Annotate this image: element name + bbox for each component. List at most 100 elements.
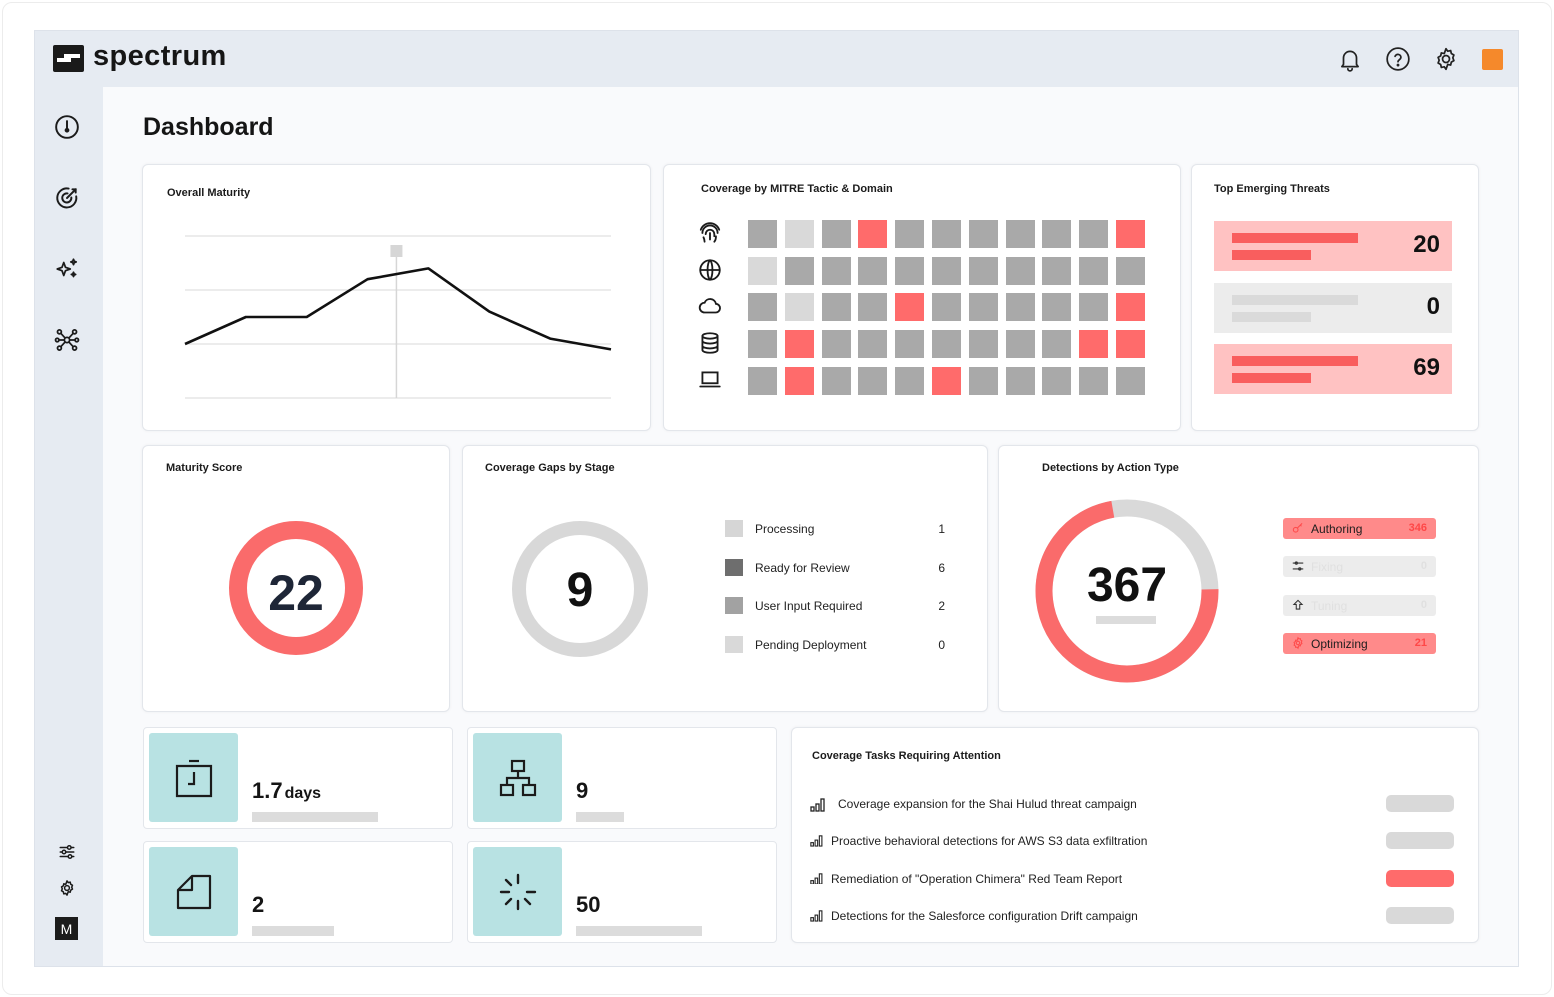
- heatmap-cell[interactable]: [784, 293, 814, 322]
- legend-swatch: [725, 558, 743, 576]
- settings-icon[interactable]: [1431, 44, 1461, 74]
- heatmap-cell[interactable]: [784, 366, 814, 395]
- legend-item[interactable]: Pending Deployment 0: [725, 635, 945, 655]
- heatmap-cell[interactable]: [1079, 293, 1109, 322]
- heatmap-cell[interactable]: [821, 293, 851, 322]
- gauge-icon[interactable]: [52, 112, 82, 142]
- heatmap-cell[interactable]: [858, 330, 888, 359]
- task-row[interactable]: Proactive behavioral detections for AWS …: [810, 831, 1454, 851]
- heatmap-cell[interactable]: [748, 256, 777, 285]
- heatmap-cell[interactable]: [1005, 366, 1035, 395]
- heatmap-cell[interactable]: [932, 293, 961, 322]
- threat-count: 0: [1426, 293, 1440, 320]
- heatmap-cell[interactable]: [1005, 256, 1035, 285]
- heatmap-cell[interactable]: [858, 256, 888, 285]
- action-type-optimizing[interactable]: Optimizing 21: [1283, 632, 1436, 654]
- threat-row[interactable]: 20: [1214, 221, 1452, 271]
- heatmap-cell[interactable]: [1116, 256, 1145, 285]
- heatmap-cell[interactable]: [858, 366, 888, 395]
- task-row[interactable]: Coverage expansion for the Shai Hulud th…: [810, 794, 1454, 814]
- heatmap-cell[interactable]: [821, 366, 851, 395]
- heatmap-cell[interactable]: [895, 366, 925, 395]
- threat-bar: [1232, 233, 1358, 243]
- heatmap-cell[interactable]: [1005, 220, 1035, 248]
- heatmap-cell[interactable]: [1042, 256, 1072, 285]
- heatmap-cell[interactable]: [895, 256, 925, 285]
- page-title: Dashboard: [143, 113, 274, 141]
- heatmap-cell[interactable]: [784, 220, 814, 248]
- action-type-fixing[interactable]: Fixing 0: [1283, 556, 1436, 578]
- task-row[interactable]: Remediation of "Operation Chimera" Red T…: [810, 869, 1454, 889]
- heatmap-cell[interactable]: [748, 366, 777, 395]
- sparkles-icon[interactable]: [52, 254, 82, 284]
- heatmap-cell[interactable]: [968, 330, 998, 359]
- heatmap-cell[interactable]: [1042, 330, 1072, 359]
- heatmap-cell[interactable]: [895, 293, 925, 322]
- heatmap-cell[interactable]: [932, 330, 961, 359]
- heatmap-cell[interactable]: [1042, 293, 1072, 322]
- heatmap-cell[interactable]: [1042, 366, 1072, 395]
- gear-icon[interactable]: [52, 873, 82, 903]
- heatmap-cell[interactable]: [821, 256, 851, 285]
- overall-maturity-card: Overall Maturity: [142, 164, 651, 431]
- stat-tile[interactable]: 9: [467, 727, 777, 829]
- help-icon[interactable]: [1383, 44, 1413, 74]
- database-icon: [697, 330, 723, 356]
- heatmap-cell[interactable]: [1079, 220, 1109, 248]
- action-type-authoring[interactable]: Authoring 346: [1283, 518, 1436, 539]
- heatmap-cell[interactable]: [1005, 330, 1035, 359]
- task-status-bar: [1386, 832, 1454, 850]
- network-icon[interactable]: [52, 325, 82, 355]
- heatmap-cell[interactable]: [1116, 293, 1145, 322]
- heatmap-cell[interactable]: [1079, 330, 1109, 359]
- heatmap-cell[interactable]: [1116, 366, 1145, 395]
- heatmap-cell[interactable]: [968, 366, 998, 395]
- heatmap-cell[interactable]: [1005, 293, 1035, 322]
- heatmap-cell[interactable]: [1079, 256, 1109, 285]
- target-icon[interactable]: [52, 183, 82, 213]
- heatmap-cell[interactable]: [968, 220, 998, 248]
- heatmap-cell[interactable]: [784, 256, 814, 285]
- task-status-bar: [1386, 906, 1454, 924]
- heatmap-cell[interactable]: [784, 330, 814, 359]
- heatmap-cell[interactable]: [821, 330, 851, 359]
- legend-item[interactable]: User Input Required 2: [725, 596, 945, 616]
- heatmap-cell[interactable]: [968, 293, 998, 322]
- bell-icon[interactable]: [1335, 44, 1365, 74]
- heatmap-cell[interactable]: [748, 293, 777, 322]
- heatmap-cell[interactable]: [1042, 220, 1072, 248]
- threat-row[interactable]: 0: [1214, 283, 1452, 333]
- action-label: Fixing: [1311, 560, 1344, 575]
- legend-item[interactable]: Processing 1: [725, 519, 945, 539]
- threat-row[interactable]: 69: [1214, 344, 1452, 394]
- heatmap-cell[interactable]: [821, 220, 851, 248]
- heatmap-cell[interactable]: [895, 330, 925, 359]
- user-menu-button[interactable]: [1482, 49, 1503, 70]
- loader-icon: [473, 847, 562, 936]
- stat-tile[interactable]: 1.7 days: [143, 727, 453, 829]
- stat-tile[interactable]: 50: [467, 841, 777, 943]
- legend-value: 0: [938, 638, 945, 653]
- heatmap-cell[interactable]: [1116, 220, 1145, 248]
- action-label: Authoring: [1311, 522, 1363, 536]
- heatmap-cell[interactable]: [932, 256, 961, 285]
- heatmap-cell[interactable]: [748, 220, 777, 248]
- heatmap-cell[interactable]: [858, 293, 888, 322]
- threat-bar: [1232, 312, 1311, 322]
- heatmap-cell[interactable]: [968, 256, 998, 285]
- task-status-bar: [1386, 869, 1454, 887]
- task-row[interactable]: Detections for the Salesforce configurat…: [810, 906, 1454, 926]
- stat-value: 2: [252, 892, 265, 917]
- heatmap-cell[interactable]: [858, 220, 888, 248]
- heatmap-cell[interactable]: [932, 220, 961, 248]
- sliders-icon[interactable]: [52, 837, 82, 867]
- legend-item[interactable]: Ready for Review 6: [725, 558, 945, 578]
- stat-tile[interactable]: 2: [143, 841, 453, 943]
- heatmap-cell[interactable]: [932, 366, 961, 395]
- avatar[interactable]: M: [55, 917, 78, 940]
- heatmap-cell[interactable]: [1079, 366, 1109, 395]
- heatmap-cell[interactable]: [1116, 330, 1145, 359]
- heatmap-cell[interactable]: [895, 220, 925, 248]
- action-type-tuning[interactable]: Tuning 0: [1283, 594, 1436, 616]
- heatmap-cell[interactable]: [748, 330, 777, 359]
